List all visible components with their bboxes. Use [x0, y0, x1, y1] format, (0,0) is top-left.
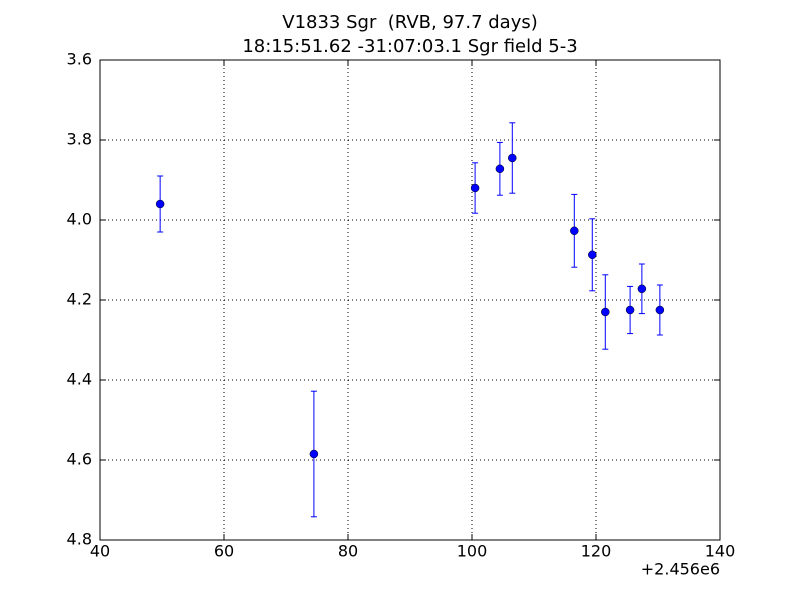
y-tick-label: 3.8 [67, 130, 92, 149]
x-tick-label: 100 [457, 542, 488, 561]
data-point [470, 183, 480, 193]
y-tick-label: 4.2 [67, 290, 92, 309]
data-point [588, 250, 597, 260]
y-tick-label: 3.6 [67, 50, 92, 69]
data-point [655, 305, 665, 315]
data-point [309, 449, 319, 459]
chart-title: V1833 Sgr (RVB, 97.7 days) [282, 12, 538, 33]
x-tick-label: 80 [338, 542, 358, 561]
data-point [508, 153, 517, 163]
y-tick-label: 4.6 [67, 450, 92, 469]
x-offset-label: +2.456e6 [641, 560, 720, 579]
x-tick-label: 60 [214, 542, 234, 561]
x-tick-label: 40 [90, 542, 110, 561]
data-point [495, 164, 505, 174]
data-point [570, 226, 579, 236]
y-tick-label: 4.8 [67, 530, 92, 549]
data-point [625, 305, 635, 315]
data-point [155, 199, 165, 209]
plot-frame [99, 59, 721, 541]
x-tick-label: 120 [581, 542, 612, 561]
data-point [637, 284, 647, 294]
x-tick-label: 140 [705, 542, 736, 561]
y-tick-label: 4.4 [67, 370, 92, 389]
data-point [601, 307, 610, 317]
y-tick-label: 4.0 [67, 210, 92, 229]
chart-subtitle: 18:15:51.62 -31:07:03.1 Sgr field 5-3 [242, 36, 577, 57]
